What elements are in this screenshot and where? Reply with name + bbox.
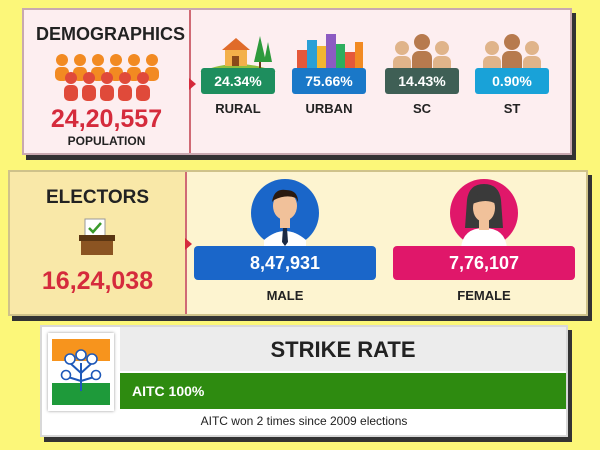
stat-urban: 75.66% URBAN: [289, 10, 369, 150]
sc-value: 14.43%: [385, 68, 459, 94]
female-label: FEMALE: [457, 288, 511, 303]
party-logo: [48, 333, 114, 411]
population-label: POPULATION: [67, 134, 146, 148]
stat-rural: 24.34% RURAL: [198, 10, 278, 150]
strike-rate-panel: STRIKE RATE AITC 100% AITC won 2 times s…: [40, 325, 568, 437]
urban-value: 75.66%: [292, 68, 366, 94]
population-value: 24,20,557: [50, 105, 163, 133]
male-section: 8,47,931 MALE: [194, 172, 376, 312]
st-value: 0.90%: [475, 68, 549, 94]
rural-label: RURAL: [215, 101, 261, 116]
population-section: DEMOGRAPHICS 24,20,557 POPULATION: [24, 10, 191, 153]
ballot-box-icon: [79, 218, 115, 255]
st-label: ST: [503, 101, 521, 116]
strike-rate-bar-fill: AITC 100%: [120, 373, 566, 409]
male-value: 8,47,931: [194, 246, 376, 280]
male-avatar-icon: [251, 179, 319, 248]
city-buildings-icon: [297, 34, 363, 76]
demographics-title: DEMOGRAPHICS: [36, 24, 186, 44]
electors-panel: ELECTORS 16,24,038 8,47,931 MALE: [8, 170, 588, 316]
female-avatar-icon: [450, 179, 518, 248]
male-label: MALE: [266, 288, 304, 303]
female-value: 7,76,107: [393, 246, 575, 280]
stat-st: 0.90% ST: [472, 10, 552, 150]
electors-section: ELECTORS 16,24,038: [10, 172, 187, 314]
strike-rate-bar-track: AITC 100%: [120, 373, 566, 409]
population-people-icon: [55, 54, 159, 101]
electors-value: 16,24,038: [41, 267, 154, 295]
demographics-panel: DEMOGRAPHICS 24,20,557 POPULATION: [22, 8, 572, 155]
stat-sc: 14.43% SC: [382, 10, 462, 150]
party-flag-icon: [52, 339, 110, 405]
strike-rate-title: STRIKE RATE: [120, 327, 566, 371]
arrow-marker: [189, 78, 196, 90]
arrow-marker: [185, 238, 192, 250]
electors-title: ELECTORS: [45, 187, 150, 208]
sc-label: SC: [412, 101, 432, 116]
strike-rate-note: AITC won 2 times since 2009 elections: [200, 414, 408, 428]
urban-label: URBAN: [305, 101, 353, 116]
rural-value: 24.34%: [201, 68, 275, 94]
female-section: 7,76,107 FEMALE: [393, 172, 575, 312]
